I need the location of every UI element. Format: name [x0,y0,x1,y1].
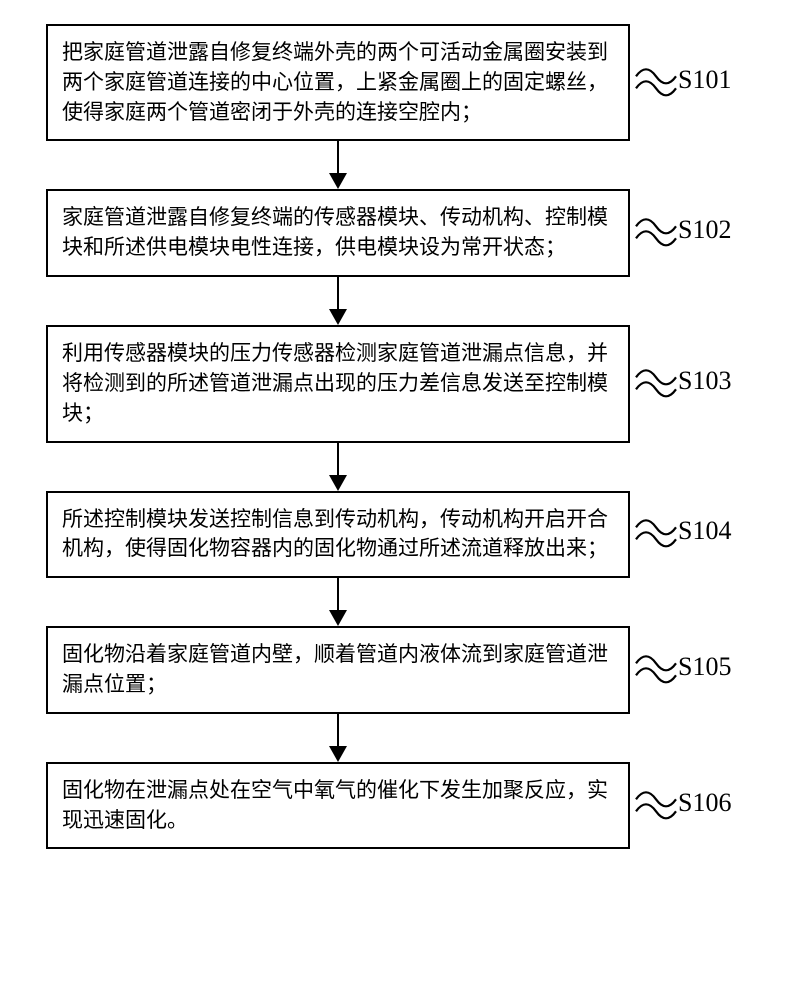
flowchart-container: 把家庭管道泄露自修复终端外壳的两个可活动金属圈安装到两个家庭管道连接的中心位置，… [46,24,630,849]
connector-tilde-icon [634,516,678,550]
flow-step: 固化物沿着家庭管道内壁，顺着管道内液体流到家庭管道泄漏点位置； S105 [46,626,630,714]
connector-tilde-icon [634,365,678,399]
flow-arrow-icon [329,443,347,491]
flow-step: 利用传感器模块的压力传感器检测家庭管道泄漏点信息，并将检测到的所述管道泄漏点出现… [46,325,630,442]
step-box-3: 利用传感器模块的压力传感器检测家庭管道泄漏点信息，并将检测到的所述管道泄漏点出现… [46,325,630,442]
connector-tilde-icon [634,64,678,98]
flow-arrow-icon [329,714,347,762]
flow-step: 把家庭管道泄露自修复终端外壳的两个可活动金属圈安装到两个家庭管道连接的中心位置，… [46,24,630,141]
step-label: S105 [678,652,731,682]
flow-step: 所述控制模块发送控制信息到传动机构，传动机构开启开合机构，使得固化物容器内的固化… [46,491,630,579]
step-box-5: 固化物沿着家庭管道内壁，顺着管道内液体流到家庭管道泄漏点位置； [46,626,630,714]
step-box-2: 家庭管道泄露自修复终端的传感器模块、传动机构、控制模块和所述供电模块电性连接，供… [46,189,630,277]
connector-tilde-icon [634,787,678,821]
step-box-6: 固化物在泄漏点处在空气中氧气的催化下发生加聚反应，实现迅速固化。 [46,762,630,850]
step-text: 家庭管道泄露自修复终端的传感器模块、传动机构、控制模块和所述供电模块电性连接，供… [62,206,608,259]
flow-step: 固化物在泄漏点处在空气中氧气的催化下发生加聚反应，实现迅速固化。 S106 [46,762,630,850]
flow-arrow-icon [329,141,347,189]
flow-arrow-icon [329,578,347,626]
step-text: 利用传感器模块的压力传感器检测家庭管道泄漏点信息，并将检测到的所述管道泄漏点出现… [62,342,608,425]
flow-step: 家庭管道泄露自修复终端的传感器模块、传动机构、控制模块和所述供电模块电性连接，供… [46,189,630,277]
step-text: 把家庭管道泄露自修复终端外壳的两个可活动金属圈安装到两个家庭管道连接的中心位置，… [62,41,608,124]
step-label: S104 [678,516,731,546]
step-label: S102 [678,215,731,245]
step-box-4: 所述控制模块发送控制信息到传动机构，传动机构开启开合机构，使得固化物容器内的固化… [46,491,630,579]
step-text: 固化物在泄漏点处在空气中氧气的催化下发生加聚反应，实现迅速固化。 [62,779,608,832]
step-text: 固化物沿着家庭管道内壁，顺着管道内液体流到家庭管道泄漏点位置； [62,643,608,696]
connector-tilde-icon [634,651,678,685]
step-label: S101 [678,65,731,95]
step-label: S103 [678,366,731,396]
step-text: 所述控制模块发送控制信息到传动机构，传动机构开启开合机构，使得固化物容器内的固化… [62,508,608,561]
connector-tilde-icon [634,215,678,249]
flow-arrow-icon [329,277,347,325]
step-box-1: 把家庭管道泄露自修复终端外壳的两个可活动金属圈安装到两个家庭管道连接的中心位置，… [46,24,630,141]
step-label: S106 [678,788,731,818]
